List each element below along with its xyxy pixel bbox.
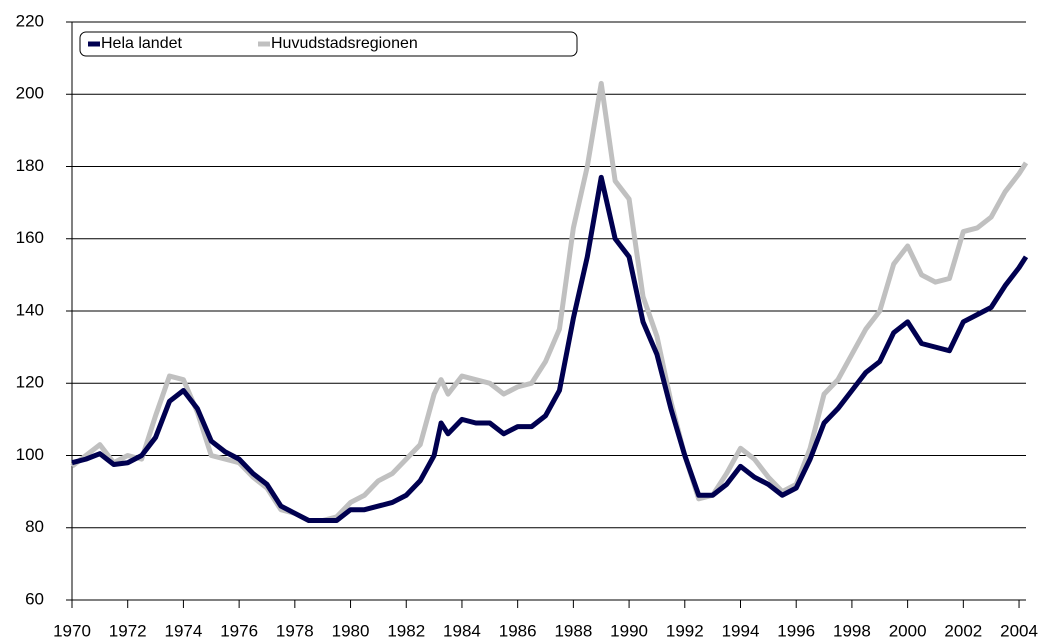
x-tick-label: 1994: [722, 621, 760, 640]
legend-label: Huvudstadsregionen: [271, 35, 418, 52]
y-tick-label: 140: [16, 300, 44, 319]
x-tick-label: 2000: [889, 621, 927, 640]
x-tick-label: 1972: [109, 621, 147, 640]
y-tick-label: 160: [16, 228, 44, 247]
x-tick-label: 1988: [554, 621, 592, 640]
series-line: [71, 174, 1029, 524]
x-tick-label: 2004: [1000, 621, 1038, 640]
x-tick-label: 1976: [220, 621, 258, 640]
y-tick-label: 60: [25, 589, 44, 608]
x-tick-label: 2002: [944, 621, 982, 640]
x-tick-label: 1986: [499, 621, 537, 640]
y-tick-label: 200: [16, 84, 44, 103]
x-tick-label: 1980: [332, 621, 370, 640]
legend-label: Hela landet: [101, 35, 183, 52]
legend-box: [79, 31, 578, 57]
x-tick-label: 1970: [53, 621, 91, 640]
y-tick-label: 220: [16, 11, 44, 30]
y-tick-label: 120: [16, 373, 44, 392]
y-tick-label: 180: [16, 156, 44, 175]
x-tick-label: 1990: [610, 621, 648, 640]
y-tick-label: 80: [25, 517, 44, 536]
series-line: [70, 80, 1029, 524]
x-tick-label: 1982: [387, 621, 425, 640]
x-tick-label: 1978: [276, 621, 314, 640]
x-tick-label: 1974: [165, 621, 203, 640]
x-tick-label: 1998: [833, 621, 871, 640]
x-tick-label: 1992: [666, 621, 704, 640]
y-tick-label: 100: [16, 445, 44, 464]
x-tick-label: 1996: [777, 621, 815, 640]
x-tick-label: 1984: [443, 621, 481, 640]
